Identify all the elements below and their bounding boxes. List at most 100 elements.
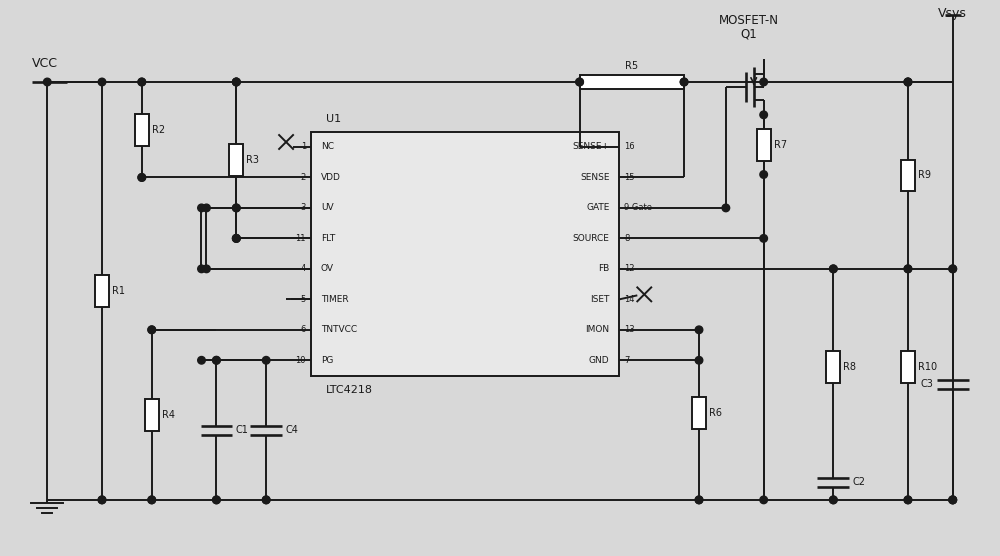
Circle shape bbox=[148, 326, 156, 334]
Text: R7: R7 bbox=[774, 140, 787, 150]
Text: R8: R8 bbox=[843, 362, 856, 372]
Bar bbox=[580, 75, 684, 89]
Bar bbox=[901, 351, 915, 383]
Text: Vsys: Vsys bbox=[938, 7, 967, 21]
Circle shape bbox=[148, 496, 156, 504]
Text: 16: 16 bbox=[624, 142, 635, 151]
Circle shape bbox=[904, 78, 912, 86]
Bar bbox=[311, 132, 619, 375]
Circle shape bbox=[760, 171, 767, 178]
Circle shape bbox=[233, 235, 240, 242]
Text: PG: PG bbox=[321, 356, 333, 365]
Circle shape bbox=[213, 496, 220, 504]
Text: U1: U1 bbox=[326, 114, 341, 124]
Circle shape bbox=[262, 496, 270, 504]
Circle shape bbox=[198, 356, 205, 364]
Circle shape bbox=[949, 496, 957, 504]
Text: VCC: VCC bbox=[32, 57, 58, 70]
Bar bbox=[826, 351, 840, 383]
Circle shape bbox=[233, 78, 240, 86]
Text: 11: 11 bbox=[295, 234, 306, 243]
Text: 1: 1 bbox=[301, 142, 306, 151]
Circle shape bbox=[213, 496, 220, 504]
Circle shape bbox=[98, 496, 106, 504]
Circle shape bbox=[262, 356, 270, 364]
Circle shape bbox=[904, 496, 912, 504]
Circle shape bbox=[262, 496, 270, 504]
Circle shape bbox=[904, 78, 912, 86]
Text: SOURCE: SOURCE bbox=[573, 234, 609, 243]
Text: R6: R6 bbox=[709, 408, 722, 418]
Circle shape bbox=[949, 496, 957, 504]
Circle shape bbox=[233, 235, 240, 242]
Text: 10: 10 bbox=[295, 356, 306, 365]
Circle shape bbox=[760, 235, 767, 242]
Bar bbox=[95, 275, 109, 307]
Circle shape bbox=[203, 204, 210, 212]
Circle shape bbox=[760, 496, 767, 504]
Circle shape bbox=[904, 496, 912, 504]
Circle shape bbox=[904, 265, 912, 272]
Circle shape bbox=[233, 78, 240, 86]
Circle shape bbox=[695, 496, 703, 504]
Circle shape bbox=[830, 496, 837, 504]
Circle shape bbox=[695, 496, 703, 504]
Circle shape bbox=[722, 204, 730, 212]
Text: 14: 14 bbox=[624, 295, 635, 304]
Text: 2: 2 bbox=[301, 173, 306, 182]
Text: 4: 4 bbox=[301, 264, 306, 274]
Text: FB: FB bbox=[598, 264, 609, 274]
Text: R3: R3 bbox=[246, 155, 259, 165]
Circle shape bbox=[98, 496, 106, 504]
Text: 7: 7 bbox=[624, 356, 630, 365]
Circle shape bbox=[576, 78, 583, 86]
Bar bbox=[229, 144, 243, 176]
Text: IMON: IMON bbox=[585, 325, 609, 334]
Circle shape bbox=[138, 78, 146, 86]
Text: GND: GND bbox=[589, 356, 609, 365]
Text: VDD: VDD bbox=[321, 173, 341, 182]
Text: C4: C4 bbox=[285, 425, 298, 435]
Text: R10: R10 bbox=[918, 362, 937, 372]
Circle shape bbox=[904, 265, 912, 272]
Circle shape bbox=[233, 204, 240, 212]
Text: 3: 3 bbox=[301, 203, 306, 212]
Text: MOSFET-N: MOSFET-N bbox=[719, 14, 779, 27]
Text: UV: UV bbox=[321, 203, 334, 212]
Text: LTC4218: LTC4218 bbox=[326, 385, 373, 395]
Text: 15: 15 bbox=[624, 173, 635, 182]
Circle shape bbox=[138, 173, 146, 181]
Text: 12: 12 bbox=[624, 264, 635, 274]
Circle shape bbox=[233, 78, 240, 86]
Bar bbox=[757, 129, 771, 161]
Circle shape bbox=[138, 173, 146, 181]
Circle shape bbox=[830, 496, 837, 504]
Circle shape bbox=[576, 78, 583, 86]
Circle shape bbox=[138, 78, 146, 86]
Circle shape bbox=[98, 78, 106, 86]
Text: 8: 8 bbox=[624, 234, 630, 243]
Text: R1: R1 bbox=[112, 286, 125, 296]
Text: R2: R2 bbox=[152, 125, 165, 135]
Text: FLT: FLT bbox=[321, 234, 335, 243]
Bar bbox=[692, 397, 706, 429]
Text: TIMER: TIMER bbox=[321, 295, 349, 304]
Text: C3: C3 bbox=[921, 379, 934, 389]
Circle shape bbox=[949, 265, 957, 272]
Circle shape bbox=[213, 356, 220, 364]
Circle shape bbox=[830, 265, 837, 272]
Circle shape bbox=[695, 326, 703, 334]
Text: R4: R4 bbox=[162, 410, 175, 420]
Circle shape bbox=[148, 496, 156, 504]
Circle shape bbox=[233, 235, 240, 242]
Circle shape bbox=[233, 204, 240, 212]
Text: C1: C1 bbox=[235, 425, 248, 435]
Circle shape bbox=[198, 265, 205, 272]
Circle shape bbox=[830, 265, 837, 272]
Text: R9: R9 bbox=[918, 171, 931, 180]
Text: GATE: GATE bbox=[586, 203, 609, 212]
Text: C2: C2 bbox=[852, 478, 865, 488]
Text: 5: 5 bbox=[301, 295, 306, 304]
Circle shape bbox=[203, 265, 210, 272]
Text: TNTVCC: TNTVCC bbox=[321, 325, 357, 334]
